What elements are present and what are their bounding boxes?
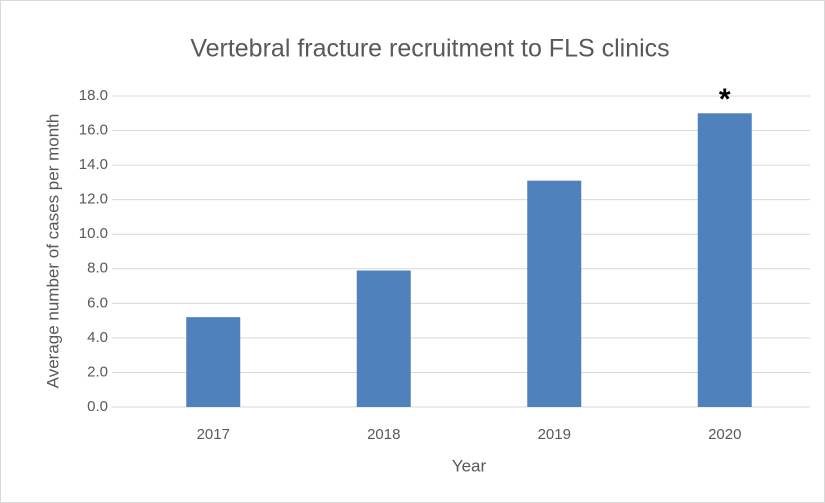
bar (186, 317, 241, 407)
bar (356, 270, 411, 407)
y-tick-label: 0.0 (87, 398, 108, 415)
chart-title: Vertebral fracture recruitment to FLS cl… (190, 35, 669, 63)
y-axis-label: Average number of cases per month (43, 114, 62, 389)
x-axis-label: Year (452, 456, 487, 475)
x-tick-label: 2017 (197, 426, 230, 443)
y-tick-label: 16.0 (79, 122, 108, 139)
y-tick-label: 18.0 (79, 87, 108, 104)
y-tick-label: 8.0 (87, 260, 108, 277)
y-tick-label: 12.0 (79, 191, 108, 208)
y-tick-label: 2.0 (87, 363, 108, 380)
x-tick-label: 2018 (367, 426, 400, 443)
bar (527, 180, 582, 407)
x-tick-label: 2019 (538, 426, 571, 443)
y-tick-label: 6.0 (87, 294, 108, 311)
y-tick-label: 14.0 (79, 156, 108, 173)
y-tick-label: 4.0 (87, 329, 108, 346)
y-tick-label: 10.0 (79, 225, 108, 242)
bar (697, 113, 752, 408)
annotation: * (719, 83, 731, 116)
x-tick-label: 2020 (708, 426, 741, 443)
